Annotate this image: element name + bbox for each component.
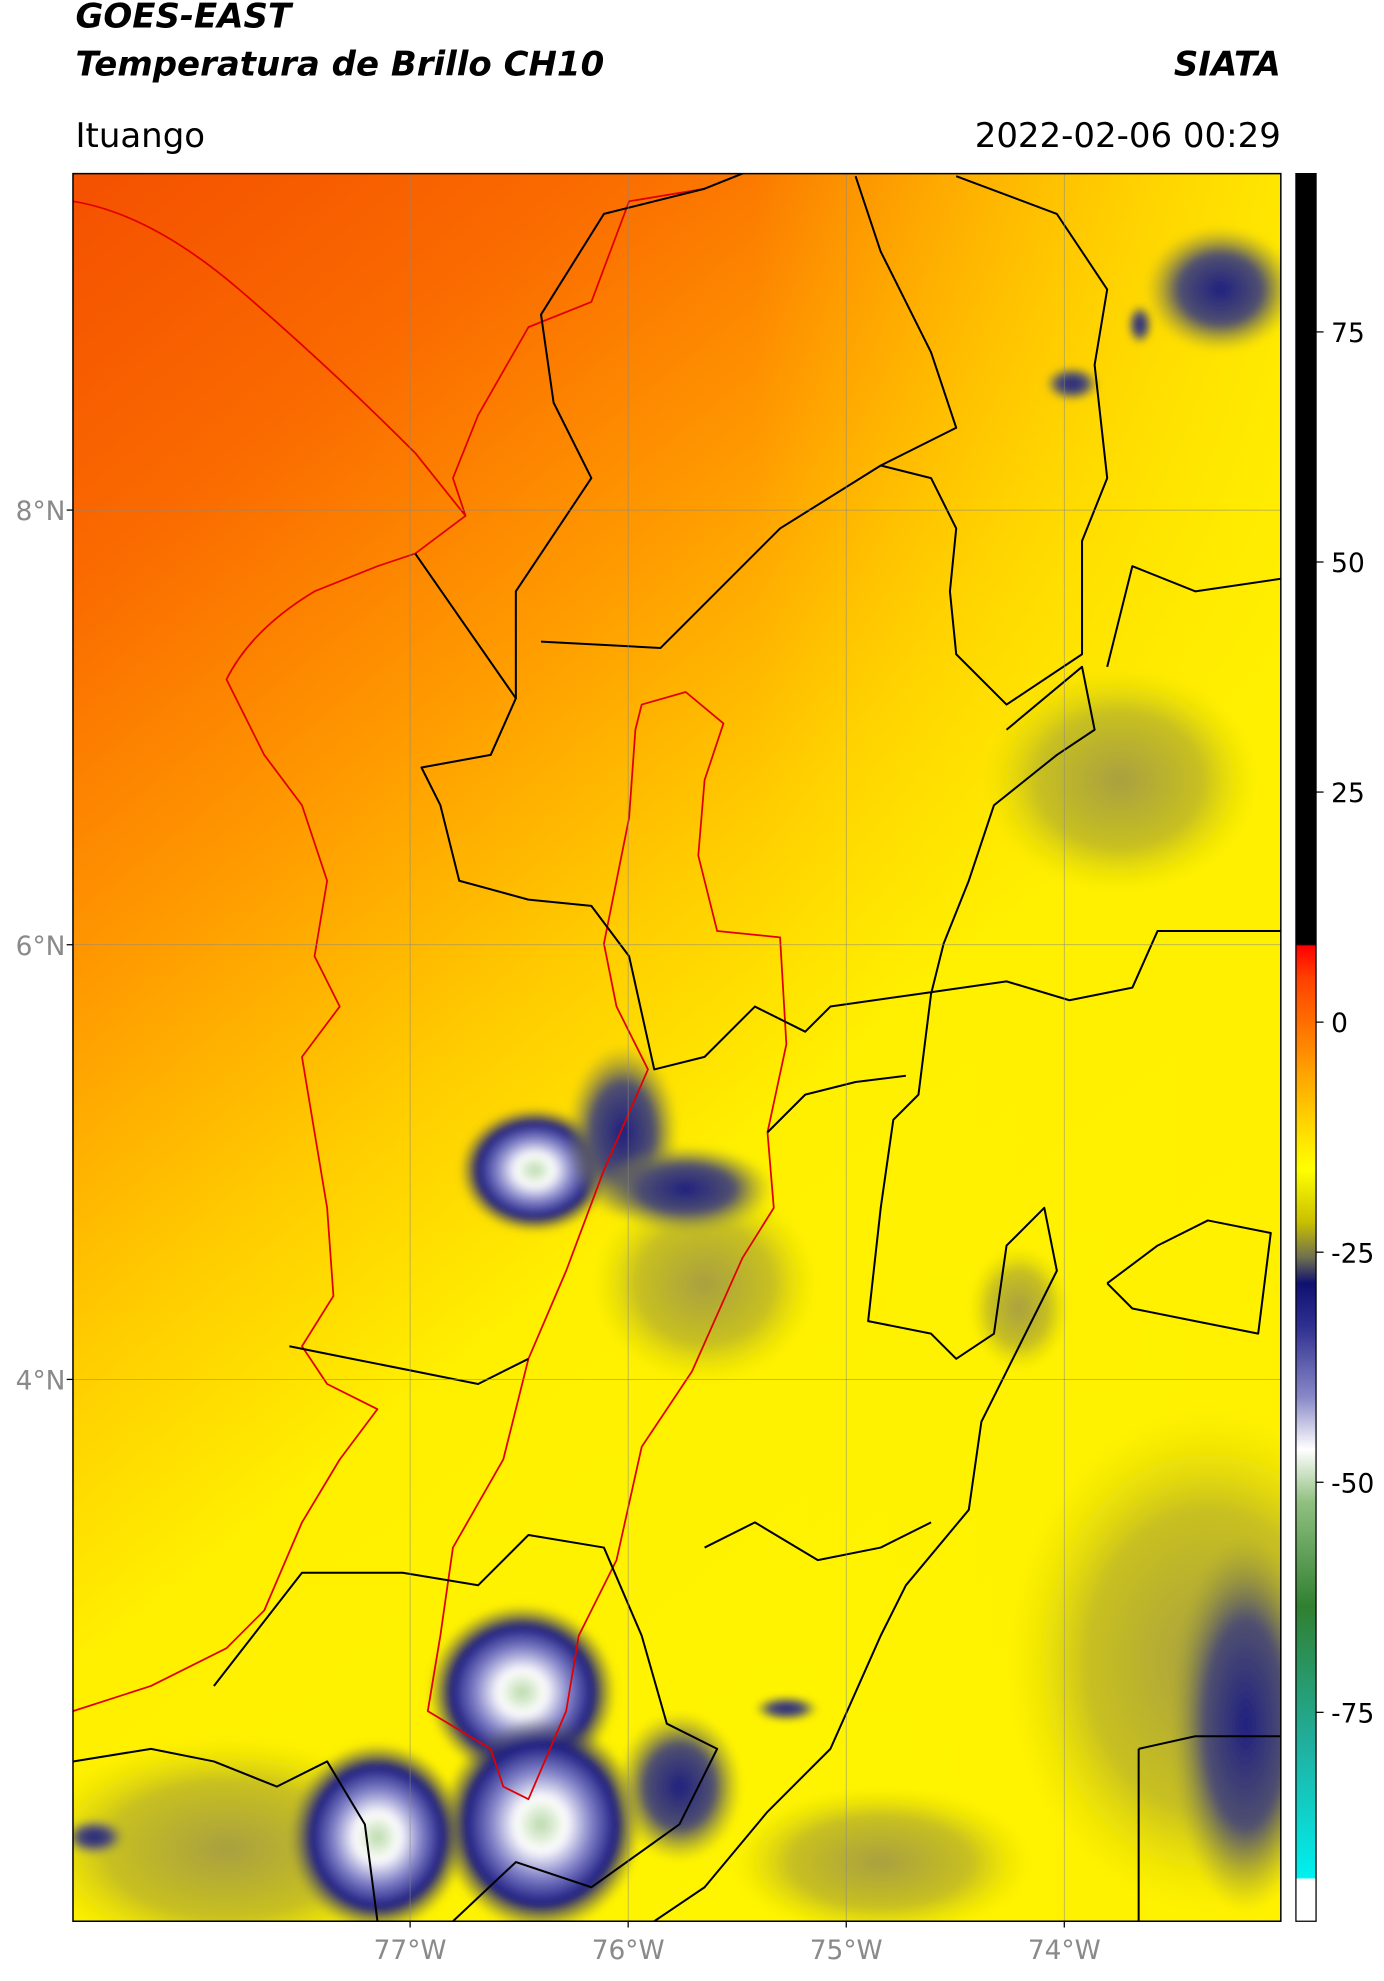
x-tick-label: 76°W [592, 1935, 665, 1966]
map-frame [72, 172, 1282, 1922]
y-tick-label: 8°N [16, 496, 66, 527]
colorbar-tick-label: -75 [1331, 1698, 1374, 1729]
colorbar-tick-label: -50 [1331, 1468, 1374, 1499]
x-tick-label: 74°W [1028, 1935, 1101, 1966]
colorbar-tick-label: 0 [1331, 1008, 1348, 1039]
colorbar-tick-label: 75 [1331, 318, 1365, 349]
subtitle: Temperatura de Brillo CH10 [75, 44, 604, 84]
y-tick-label: 6°N [16, 931, 66, 962]
location: Ituango [75, 116, 205, 156]
title: GOES-EAST [75, 0, 293, 37]
grid [72, 173, 1281, 1922]
datetime: 2022-02-06 00:29 [975, 116, 1281, 156]
x-tick-label: 75°W [810, 1935, 883, 1966]
colorbar-tick-label: 50 [1331, 548, 1365, 579]
colorbar-tick-label: 25 [1331, 778, 1365, 809]
map-image [72, 173, 1281, 1922]
colorbar-tick-label: -25 [1331, 1238, 1374, 1269]
x-tick-label: 77°W [374, 1935, 447, 1966]
credit: SIATA [1174, 44, 1281, 84]
colorbar [1295, 172, 1317, 1922]
y-tick-label: 4°N [16, 1365, 66, 1396]
